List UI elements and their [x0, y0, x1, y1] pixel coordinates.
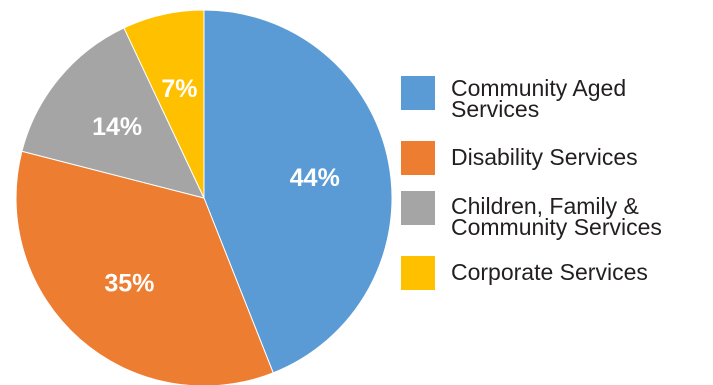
pie-slice-labels: 44% 35% 14% 7% — [92, 75, 340, 298]
legend-swatch-corporate-services — [401, 256, 435, 290]
pie-slice-disability-services — [15, 150, 274, 385]
legend-swatch-children-family-community-services — [401, 191, 435, 225]
pie-slice-label-disability-services: 35% — [104, 270, 154, 298]
legend-label-community-aged-services: Community Aged Services — [451, 75, 627, 122]
legend-label-children-family-community-services: Children, Family & Community Services — [451, 193, 662, 240]
legend-swatch-disability-services — [401, 141, 435, 175]
legend-label-corporate-services: Corporate Services — [451, 259, 648, 285]
pie-slice-label-corporate-services: 7% — [161, 75, 197, 103]
legend-swatch-community-aged-services — [401, 76, 435, 110]
pie-slice-community-aged-services — [203, 9, 393, 374]
legend-label-disability-services: Disability Services — [451, 144, 638, 170]
pie-slice-label-community-aged-services: 44% — [290, 164, 340, 192]
pie-slice-children-family-community-services — [21, 27, 205, 199]
pie-slice-label-children-family-community-services: 14% — [92, 113, 142, 141]
pie-slices — [15, 9, 393, 385]
pie-slice-corporate-services — [123, 9, 205, 199]
